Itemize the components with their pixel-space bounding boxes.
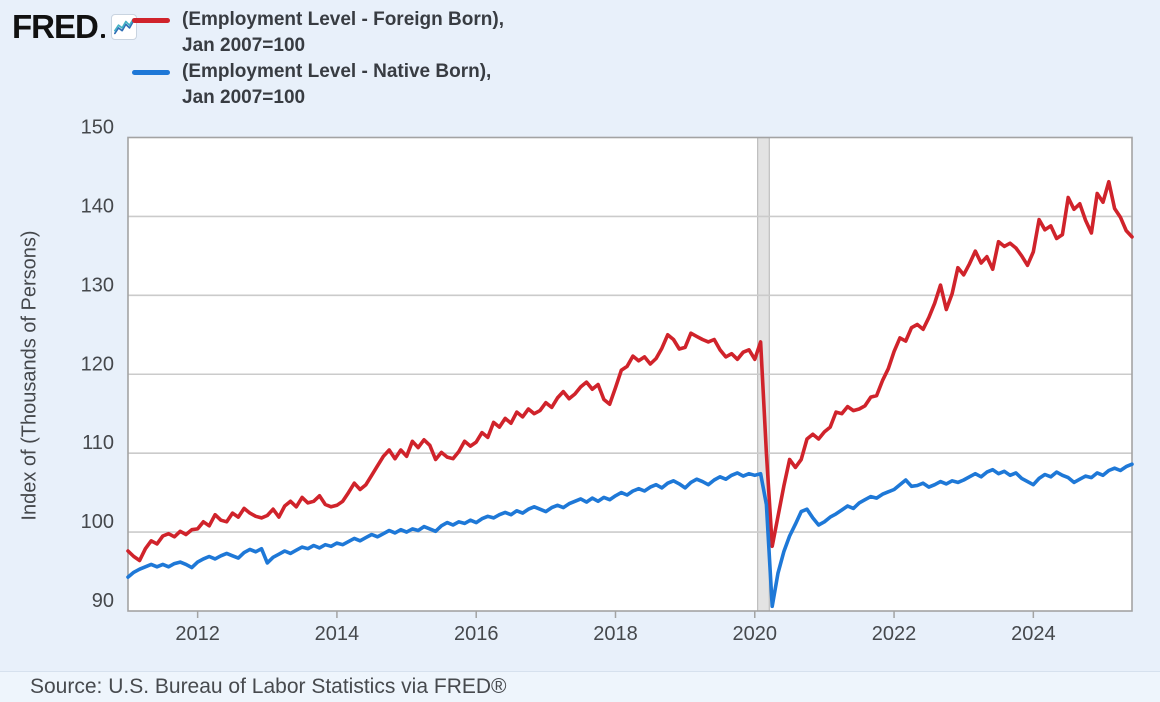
legend-entry-native-born: (Employment Level - Native Born), Jan 20… <box>132 59 504 111</box>
y-tick-label-110: 110 <box>82 432 114 454</box>
x-tick-label-2020: 2020 <box>733 623 778 645</box>
x-tick-label-2012: 2012 <box>175 623 220 645</box>
y-tick-label-90: 90 <box>92 590 114 612</box>
series-line-native-born <box>126 462 1134 609</box>
chart-plot-area: 2012 2014 2016 2018 2020 2022 2024 90 100 110 120 1… <box>81 117 1134 645</box>
source-bar: Source: U.S. Bureau of Labor Statistics … <box>0 671 1160 702</box>
legend-foreign-line2: Jan 2007=100 <box>182 35 306 56</box>
fred-logo: FRED <box>12 8 137 45</box>
series-line-foreign-born <box>126 179 1134 563</box>
source-text: Source: U.S. Bureau of Labor Statistics … <box>30 675 507 698</box>
plot-border <box>127 136 1133 612</box>
legend-native-line2: Jan 2007=100 <box>182 87 306 108</box>
legend-swatch-native-born <box>132 70 170 75</box>
y-tick-label-100: 100 <box>81 511 114 533</box>
y-tick-label-150: 150 <box>81 117 114 139</box>
x-tick-label-2022: 2022 <box>872 623 917 645</box>
y-axis-title: Index of (Thousands of Persons) <box>18 230 41 521</box>
fred-logo-text: FRED <box>12 8 99 45</box>
y-tick-label-130: 130 <box>81 274 114 296</box>
x-tick-label-2016: 2016 <box>454 623 499 645</box>
x-tick-label-2014: 2014 <box>315 623 360 645</box>
legend-swatch-foreign-born <box>132 18 170 23</box>
chart-legend: (Employment Level - Foreign Born), Jan 2… <box>132 7 504 111</box>
fred-logo-dot <box>100 34 105 38</box>
x-tick-label-2024: 2024 <box>1011 623 1056 645</box>
y-tick-label-120: 120 <box>81 353 114 375</box>
x-tick-label-2018: 2018 <box>593 623 638 645</box>
legend-label-foreign-born: (Employment Level - Foreign Born), Jan 2… <box>182 7 504 59</box>
legend-foreign-line1: (Employment Level - Foreign Born), <box>182 9 504 30</box>
legend-native-line1: (Employment Level - Native Born), <box>182 61 492 82</box>
legend-entry-foreign-born: (Employment Level - Foreign Born), Jan 2… <box>132 7 504 59</box>
y-tick-label-140: 140 <box>81 195 114 217</box>
legend-label-native-born: (Employment Level - Native Born), Jan 20… <box>182 59 491 111</box>
